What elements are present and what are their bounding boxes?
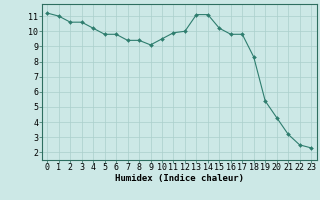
X-axis label: Humidex (Indice chaleur): Humidex (Indice chaleur) <box>115 174 244 183</box>
